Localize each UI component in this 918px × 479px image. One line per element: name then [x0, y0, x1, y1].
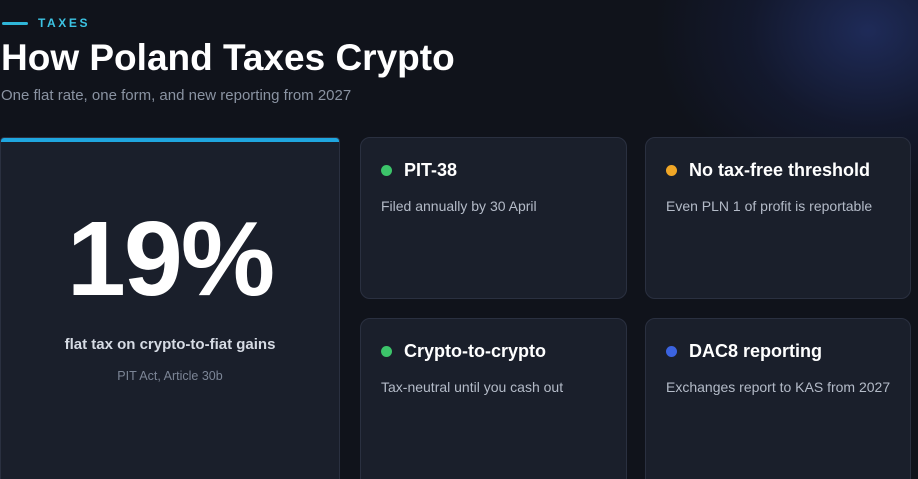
status-dot-blue-icon — [666, 346, 677, 357]
page-title: How Poland Taxes Crypto — [1, 37, 455, 78]
info-card-title: DAC8 reporting — [689, 341, 823, 361]
tax-rate-value: 19% — [66, 200, 275, 318]
tax-rate-source: PIT Act, Article 30b — [117, 369, 223, 383]
info-card-dac8: DAC8 reporting Exchanges report to KAS f… — [645, 318, 911, 479]
info-card-title: Crypto-to-crypto — [404, 341, 546, 361]
page-subtitle: One flat rate, one form, and new reporti… — [1, 87, 352, 104]
info-card-crypto-to-crypto: Crypto-to-crypto Tax-neutral until you c… — [360, 318, 627, 479]
eyebrow-label: TAXES — [38, 16, 91, 30]
info-card-body: Exchanges report to KAS from 2027 — [666, 379, 891, 395]
eyebrow-accent-bar — [2, 21, 28, 25]
info-card-pit38: PIT-38 Filed annually by 30 April — [360, 137, 627, 299]
info-card-title: No tax-free threshold — [689, 160, 871, 180]
status-dot-green-icon — [381, 346, 392, 357]
info-card-header: PIT-38 — [381, 160, 457, 181]
info-card-header: Crypto-to-crypto — [381, 341, 546, 362]
hero-accent-bar — [1, 138, 339, 142]
info-card-header: DAC8 reporting — [666, 341, 822, 362]
info-card-body: Even PLN 1 of profit is reportable — [666, 198, 873, 214]
info-card-threshold: No tax-free threshold Even PLN 1 of prof… — [645, 137, 911, 299]
info-card-body: Tax-neutral until you cash out — [381, 379, 564, 395]
section-eyebrow: TAXES — [2, 16, 90, 30]
info-card-title: PIT-38 — [404, 160, 458, 180]
tax-rate-label: flat tax on crypto-to-fiat gains — [64, 336, 276, 353]
info-card-header: No tax-free threshold — [666, 160, 870, 181]
status-dot-green-icon — [381, 165, 392, 176]
tax-rate-hero-card: 19% flat tax on crypto-to-fiat gains PIT… — [0, 137, 340, 479]
status-dot-amber-icon — [666, 165, 677, 176]
info-card-body: Filed annually by 30 April — [381, 198, 537, 214]
